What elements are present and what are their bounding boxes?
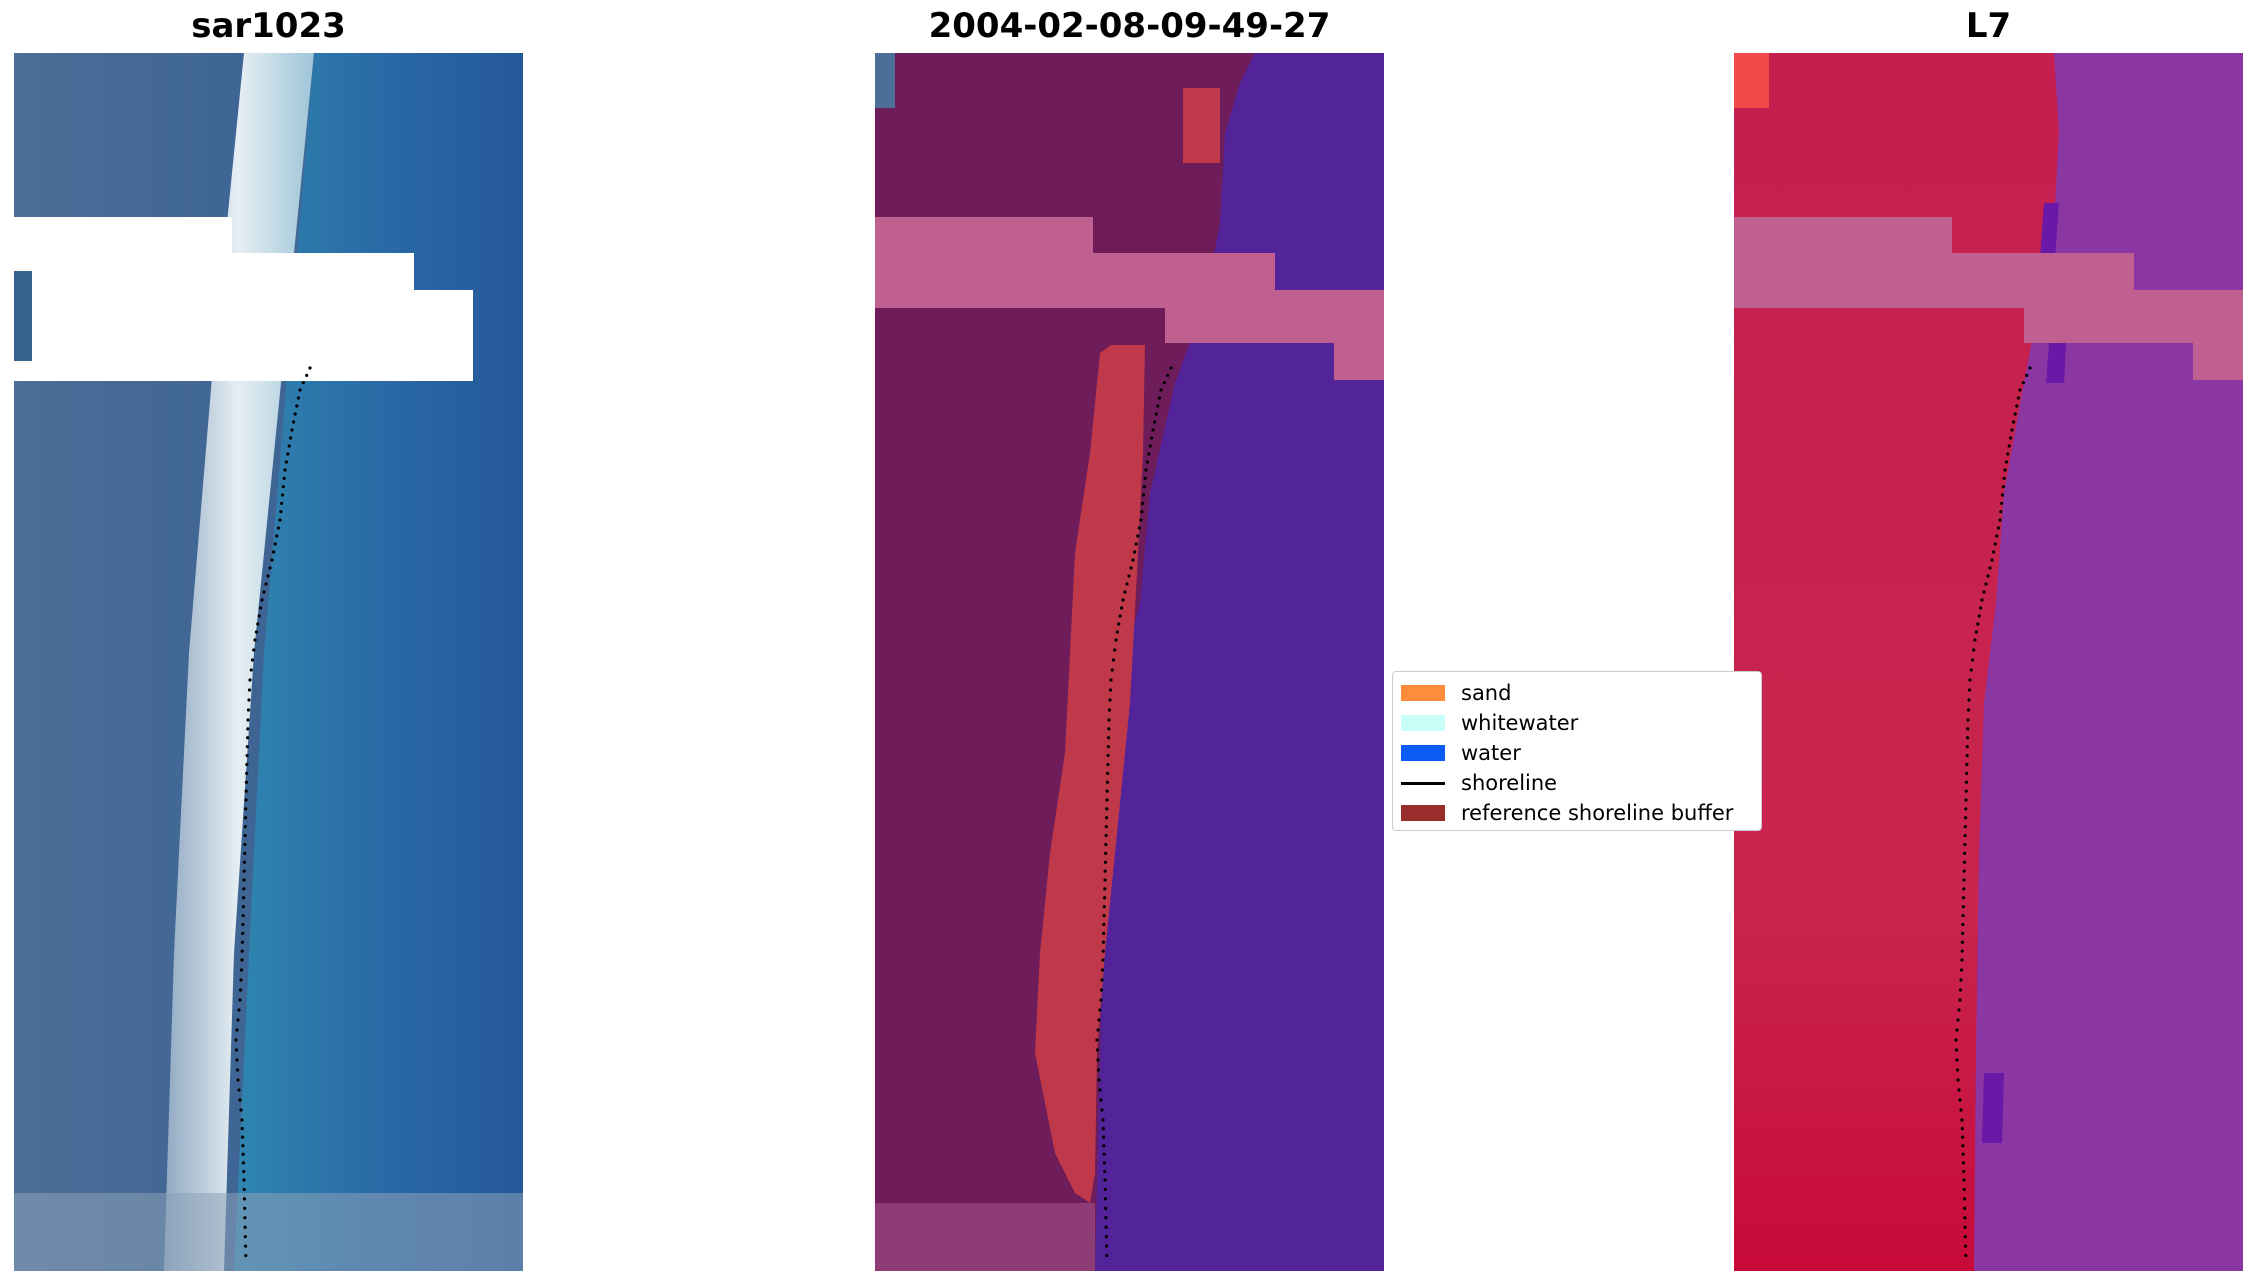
whitewater-swatch bbox=[1401, 715, 1445, 731]
legend-label-shoreline: shoreline bbox=[1461, 771, 1558, 795]
panel-title-classified: 2004-02-08-09-49-27 bbox=[928, 6, 1331, 46]
legend-label-sand: sand bbox=[1461, 681, 1512, 705]
reference-buffer-swatch bbox=[1401, 805, 1445, 821]
rgb-image-panel bbox=[14, 53, 523, 1271]
legend-item-shoreline: shoreline bbox=[1401, 771, 1558, 795]
index-image bbox=[1734, 53, 2243, 1271]
legend-item-water: water bbox=[1401, 741, 1521, 765]
water-swatch bbox=[1401, 745, 1445, 761]
classified-image-panel bbox=[875, 53, 1384, 1271]
legend-item-sand: sand bbox=[1401, 681, 1512, 705]
rgb-image bbox=[14, 53, 523, 1271]
classified-image bbox=[875, 53, 1384, 1271]
panel-title-rgb: sar1023 bbox=[191, 6, 346, 46]
sand-swatch bbox=[1401, 685, 1445, 701]
panel-title-index: L7 bbox=[1965, 6, 2012, 46]
legend: sand whitewater water shoreline referenc… bbox=[1392, 671, 1762, 831]
legend-item-reference-buffer: reference shoreline buffer bbox=[1401, 801, 1734, 825]
legend-label-water: water bbox=[1461, 741, 1521, 765]
index-image-panel bbox=[1734, 53, 2243, 1271]
legend-item-whitewater: whitewater bbox=[1401, 711, 1579, 735]
legend-label-whitewater: whitewater bbox=[1461, 711, 1579, 735]
legend-label-reference-buffer: reference shoreline buffer bbox=[1461, 801, 1734, 825]
shoreline-line-swatch bbox=[1401, 781, 1445, 785]
cloud-mask bbox=[14, 217, 523, 381]
